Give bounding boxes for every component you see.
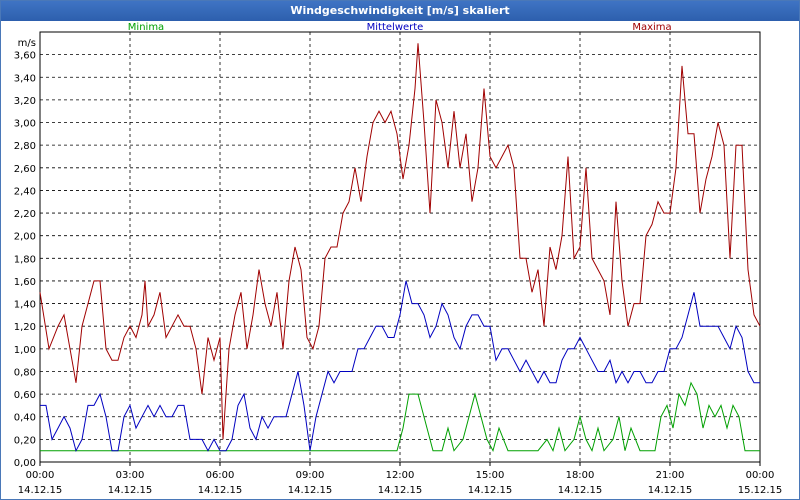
y-tick-label: 3,40: [14, 73, 36, 84]
y-tick-label: 1,00: [14, 345, 36, 356]
legend-mittelwerte: Mittelwerte: [367, 22, 424, 33]
x-tick-time: 09:00: [296, 470, 325, 481]
y-tick-label: 2,80: [14, 141, 36, 152]
window-title: Windgeschwindigkeit [m/s] skaliert: [1, 1, 799, 21]
x-tick-time: 06:00: [206, 470, 235, 481]
x-tick-time: 21:00: [656, 470, 685, 481]
y-tick-label: 1,40: [14, 300, 36, 311]
x-tick-date: 14.12.15: [198, 485, 243, 496]
y-tick-label: 2,00: [14, 232, 36, 243]
y-tick-label: 3,60: [14, 51, 36, 62]
y-tick-label: 1,80: [14, 254, 36, 265]
x-tick-date: 15.12.15: [738, 485, 783, 496]
x-tick-date: 14.12.15: [108, 485, 153, 496]
y-axis-label: m/s: [18, 38, 36, 49]
y-tick-label: 1,20: [14, 322, 36, 333]
series-line-minima: [40, 381, 760, 453]
x-tick-date: 14.12.15: [558, 485, 603, 496]
x-tick-date: 14.12.15: [468, 485, 513, 496]
x-tick-time: 00:00: [26, 470, 55, 481]
y-tick-label: 0,80: [14, 367, 36, 378]
x-tick-date: 14.12.15: [18, 485, 63, 496]
series-line-mittelwerte: [40, 280, 760, 453]
series-line-maxima: [39, 43, 761, 440]
x-tick-time: 00:00: [746, 470, 775, 481]
x-tick-time: 12:00: [386, 470, 415, 481]
x-tick-time: 18:00: [566, 470, 595, 481]
y-tick-label: 0,20: [14, 435, 36, 446]
x-tick-time: 03:00: [116, 470, 145, 481]
y-tick-label: 0,00: [14, 458, 36, 469]
y-tick-label: 1,60: [14, 277, 36, 288]
y-tick-label: 0,60: [14, 390, 36, 401]
legend-minima: Minima: [128, 22, 164, 33]
y-tick-label: 3,00: [14, 119, 36, 130]
x-tick-date: 14.12.15: [288, 485, 333, 496]
plot-frame: [39, 31, 761, 463]
y-tick-label: 2,40: [14, 186, 36, 197]
y-tick-label: 0,40: [14, 413, 36, 424]
x-tick-date: 14.12.15: [378, 485, 423, 496]
x-tick-time: 15:00: [476, 470, 505, 481]
x-tick-date: 14.12.15: [648, 485, 693, 496]
y-tick-label: 2,60: [14, 164, 36, 175]
legend-maxima: Maxima: [632, 22, 671, 33]
y-tick-label: 2,20: [14, 209, 36, 220]
y-tick-label: 3,20: [14, 96, 36, 107]
